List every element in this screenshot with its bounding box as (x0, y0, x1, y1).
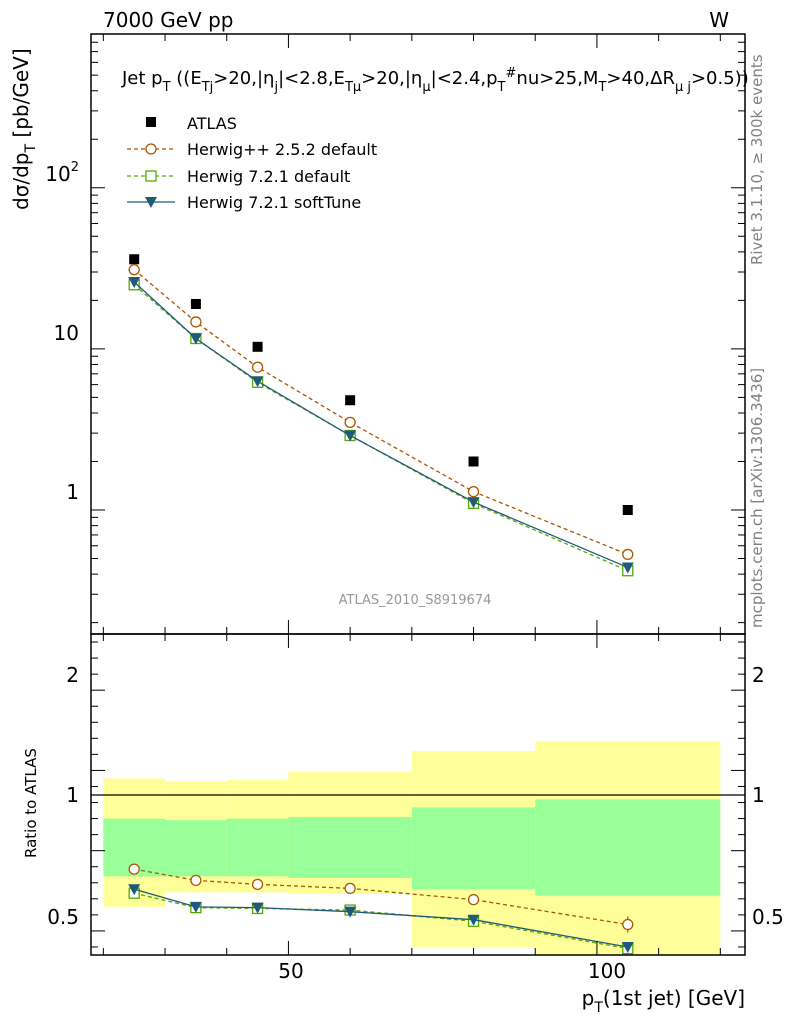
data-point-circle (251, 361, 264, 373)
legend-marker-herwigpp (145, 143, 157, 155)
x-axis-label: pT(1st jet) [GeV] (582, 986, 745, 1016)
ratio-uncertainty-bands (103, 741, 721, 955)
series-line (133, 269, 629, 556)
legend-label-h7default: Herwig 7.2.1 default (187, 167, 350, 186)
data-point-triangle (621, 562, 634, 574)
main-ytick-100: 102 (45, 160, 79, 186)
data-point-circle (467, 485, 480, 498)
data-point-triangle (621, 941, 634, 953)
rivet-label: Rivet 3.1.10, ≥ 300k events (748, 54, 766, 265)
series-line (133, 281, 629, 569)
ratio-ytick-1-right: 1 (752, 783, 765, 807)
header-right: W (709, 8, 729, 32)
data-point-triangle (128, 277, 141, 289)
green-band-bin (226, 818, 289, 877)
data-point-square (622, 505, 633, 516)
data-point-circle (344, 416, 356, 428)
data-point-square (190, 298, 201, 309)
data-point-circle (128, 264, 140, 276)
green-band-bin (165, 820, 227, 877)
ratio-ytick-2-left: 2 (66, 663, 79, 687)
series-line (133, 284, 629, 572)
data-point-triangle (467, 497, 480, 509)
green-band-bin (288, 816, 412, 878)
data-point-triangle (467, 914, 480, 926)
data-point-triangle (189, 901, 202, 913)
legend-marker-h7default (145, 170, 157, 182)
xtick-100: 100 (588, 959, 626, 983)
legend-label-h7soft: Herwig 7.2.1 softTune (187, 193, 361, 212)
data-point-triangle (344, 430, 357, 442)
data-point-circle (344, 882, 356, 895)
legend-marker-atlas (146, 117, 156, 127)
analysis-label: ATLAS_2010_S8919674 (339, 593, 492, 608)
legend: ATLAS Herwig++ 2.5.2 default Herwig 7.2.… (127, 114, 377, 212)
legend-marker-h7soft (145, 197, 157, 208)
main-ytick-1: 1 (66, 480, 79, 504)
data-point-circle (467, 893, 480, 906)
data-point-triangle (344, 906, 357, 918)
ratio-series-layer (128, 863, 634, 955)
ratio-plot-frame (90, 633, 746, 956)
data-point-square (252, 341, 263, 352)
main-series-layer (128, 254, 634, 577)
green-band-bin (535, 799, 721, 896)
ratio-ytick-2-right: 2 (752, 663, 765, 687)
xtick-50: 50 (278, 959, 303, 983)
data-point-square (345, 395, 356, 406)
data-point-triangle (189, 333, 202, 345)
legend-label-herwigpp: Herwig++ 2.5.2 default (187, 140, 377, 159)
data-point-square (468, 456, 479, 467)
series-line (134, 868, 628, 926)
axis-ticks (91, 33, 745, 955)
data-point-circle (190, 316, 202, 328)
ratio-ytick-0.5-left: 0.5 (47, 905, 79, 929)
main-ytick-10: 10 (54, 321, 79, 345)
ratio-ytick-1-left: 1 (66, 783, 79, 807)
data-point-circle (190, 874, 202, 887)
main-title: Jet pT ((ETj>20,|ηj|<2.8,ETμ>20,|ημ|<2.4… (121, 66, 749, 95)
ratio-ytick-0.5-right: 0.5 (752, 905, 784, 929)
data-point-square (129, 254, 140, 265)
ratio-ylabel: Ratio to ATLAS (22, 748, 40, 858)
data-point-triangle (128, 884, 141, 896)
header-left: 7000 GeV pp (103, 8, 234, 32)
green-band-bin (411, 807, 536, 890)
mcplots-label: mcplots.cern.ch [arXiv:1306.3436] (748, 368, 766, 628)
data-point-circle (622, 548, 634, 561)
main-ylabel: dσ/dpT [pb/GeV] (9, 48, 39, 210)
legend-label-atlas: ATLAS (187, 114, 237, 133)
data-point-triangle (251, 902, 264, 914)
series-line (134, 888, 628, 948)
data-point-circle (251, 878, 264, 891)
data-point-circle (622, 918, 634, 931)
data-point-triangle (251, 376, 264, 388)
data-point-circle (128, 863, 140, 875)
